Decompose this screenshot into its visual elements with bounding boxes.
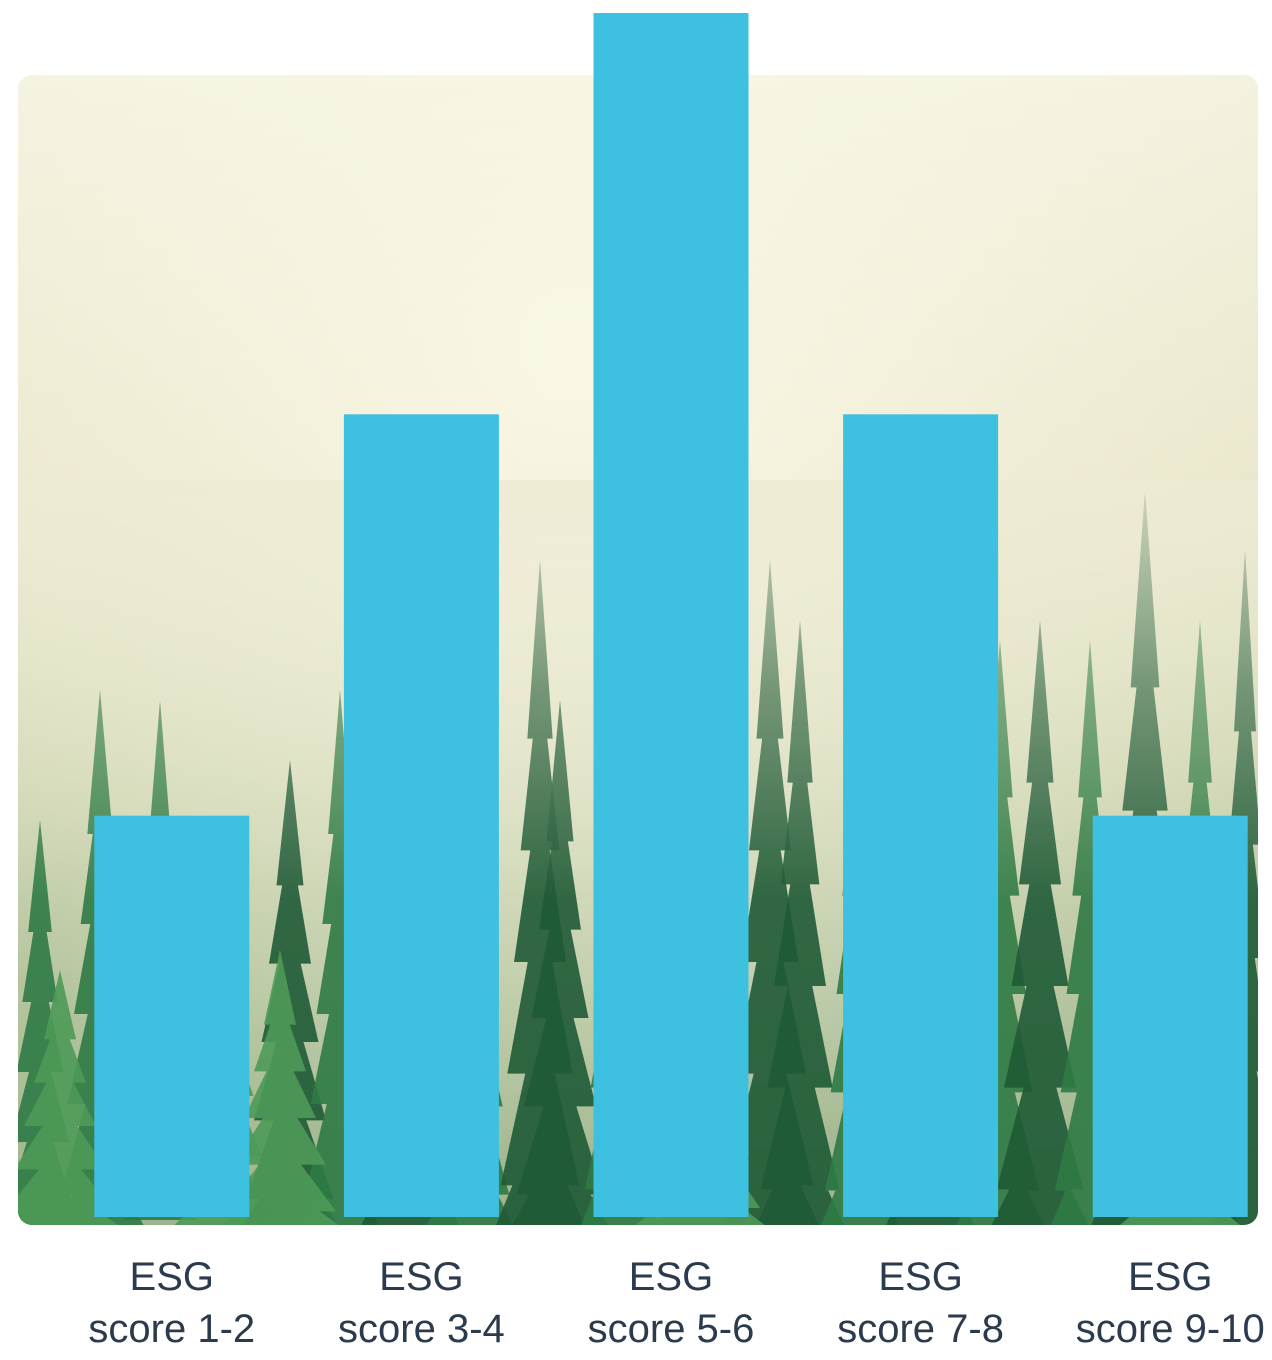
- x-tick-label: score 5-6: [588, 1307, 755, 1351]
- x-tick-label: ESG: [1128, 1255, 1212, 1299]
- x-tick-label: ESG: [130, 1255, 214, 1299]
- bar-5: [1092, 815, 1248, 1217]
- bars-group: [94, 13, 1248, 1217]
- bar-4: [843, 414, 999, 1217]
- tree-shape: [754, 620, 846, 1225]
- tree-shape: [509, 700, 611, 1225]
- x-tick-label: score 9-10: [1076, 1307, 1265, 1351]
- bar-2: [343, 414, 499, 1217]
- tree-shape: [18, 970, 126, 1225]
- bar-3: [593, 13, 749, 1217]
- bar-1: [94, 815, 250, 1217]
- x-tick-label: ESG: [878, 1255, 962, 1299]
- x-tick-label: score 3-4: [338, 1307, 505, 1351]
- x-tick-label: score 7-8: [837, 1307, 1004, 1351]
- x-tick-label: score 1-2: [88, 1307, 255, 1351]
- x-tick-label: ESG: [379, 1255, 463, 1299]
- x-axis-labels: ESG score 1-2 ESG score 3-4 ESG score 5-6 ESG s…: [88, 1255, 1264, 1351]
- x-tick-label: ESG: [629, 1255, 713, 1299]
